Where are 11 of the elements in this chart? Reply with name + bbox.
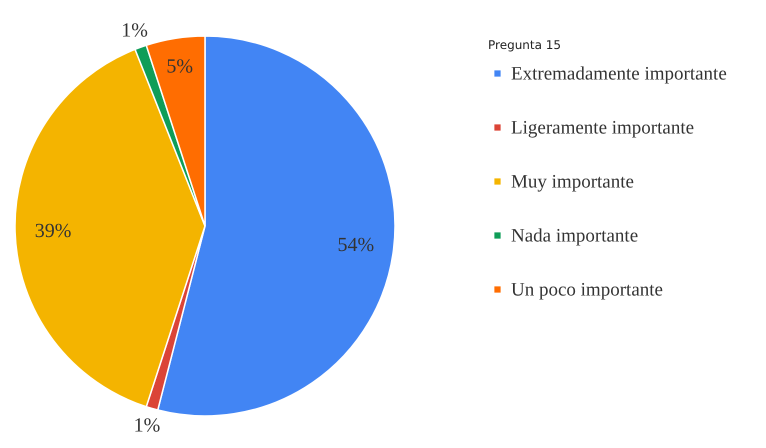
legend-label: Muy importante xyxy=(511,172,634,192)
data-label: 5% xyxy=(166,55,194,78)
legend-label: Nada importante xyxy=(511,226,638,246)
legend-title: Pregunta 15 xyxy=(488,38,562,52)
data-label: 1% xyxy=(134,414,160,437)
data-label: 54% xyxy=(337,234,374,256)
data-label: 39% xyxy=(34,220,72,242)
data-label: 1% xyxy=(121,19,148,42)
legend-label: Extremadamente importante xyxy=(511,64,727,84)
legend-label: Ligeramente importante xyxy=(511,118,694,138)
legend-label: Un poco importante xyxy=(511,280,663,300)
